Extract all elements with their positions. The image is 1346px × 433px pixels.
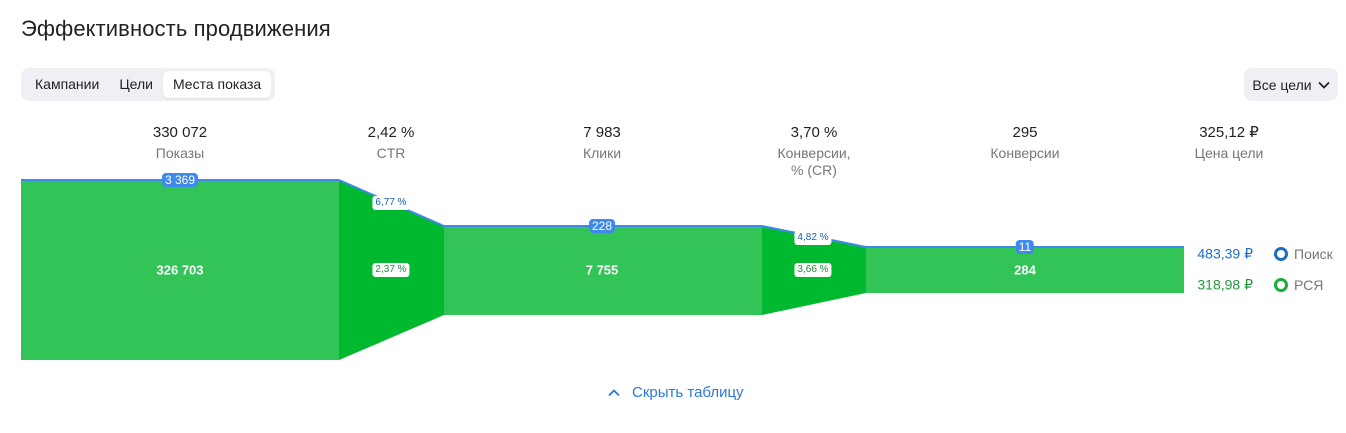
- metric-goal-cost: 325,12 ₽ Цена цели: [1159, 124, 1299, 162]
- metric-value: 2,42 %: [367, 124, 415, 141]
- goals-dropdown-label: Все цели: [1252, 76, 1312, 93]
- legend-label: Поиск: [1294, 246, 1333, 262]
- metric-clicks: 7 983 Клики: [532, 124, 672, 162]
- tab-campaigns[interactable]: Кампании: [35, 76, 100, 92]
- rsya-conversions-value: 284: [1014, 262, 1036, 278]
- metric-label: Показы: [155, 145, 205, 161]
- metric-value: 3,70 %: [790, 124, 838, 141]
- metric-impressions: 330 072 Показы: [110, 124, 250, 162]
- funnel-stage-clicks: [444, 226, 762, 315]
- hide-table-label: Скрыть таблицу: [632, 384, 744, 401]
- goals-dropdown[interactable]: Все цели: [1244, 68, 1338, 101]
- search-conversions-badge: 11: [1015, 240, 1035, 254]
- metric-label: Конверсии, % (CR): [777, 145, 851, 178]
- metric-label: Конверсии: [990, 145, 1060, 161]
- hide-table-link[interactable]: Скрыть таблицу: [608, 384, 744, 401]
- metric-cr: 3,70 % Конверсии, % (CR): [744, 124, 884, 179]
- page-title: Эффективность продвижения: [21, 16, 331, 41]
- funnel-stage-conversions: [866, 247, 1184, 293]
- metric-value: 330 072: [152, 124, 208, 141]
- search-impressions-badge: 3 369: [161, 173, 199, 187]
- tab-goals[interactable]: Цели: [119, 76, 153, 92]
- tab-placements[interactable]: Места показа: [162, 71, 272, 98]
- search-cr-pct: 4,82 %: [794, 231, 832, 245]
- search-clicks-badge: 228: [588, 219, 616, 233]
- chevron-up-icon: [608, 388, 620, 396]
- rsya-ctr-pct: 2,37 %: [372, 263, 410, 277]
- funnel-stage-impressions: [21, 180, 339, 360]
- legend-item-rsya[interactable]: РСЯ: [1274, 277, 1323, 293]
- metric-label: Клики: [582, 145, 622, 161]
- metric-value: 295: [1012, 124, 1038, 141]
- rsya-clicks-value: 7 755: [585, 262, 619, 278]
- rsya-cr-pct: 3,66 %: [794, 263, 832, 277]
- chevron-down-icon: [1317, 81, 1330, 89]
- metric-label: Цена цели: [1194, 145, 1264, 161]
- metric-conversions: 295 Конверсии: [955, 124, 1095, 162]
- search-ctr-pct: 6,77 %: [372, 196, 410, 210]
- metric-ctr: 2,42 % CTR: [321, 124, 461, 162]
- legend-label: РСЯ: [1294, 277, 1324, 293]
- rsya-impressions-value: 326 703: [156, 262, 204, 278]
- legend-item-search[interactable]: Поиск: [1274, 246, 1333, 262]
- metric-value: 325,12 ₽: [1199, 124, 1259, 141]
- search-ring-icon: [1274, 247, 1288, 261]
- metric-value: 7 983: [583, 124, 621, 141]
- search-goal-price: 483,39 ₽: [1197, 245, 1253, 262]
- rsya-ring-icon: [1274, 278, 1288, 292]
- metric-label: CTR: [376, 145, 406, 161]
- rsya-goal-price: 318,98 ₽: [1197, 276, 1253, 293]
- view-tabs: Кампании Цели Места показа: [21, 68, 276, 101]
